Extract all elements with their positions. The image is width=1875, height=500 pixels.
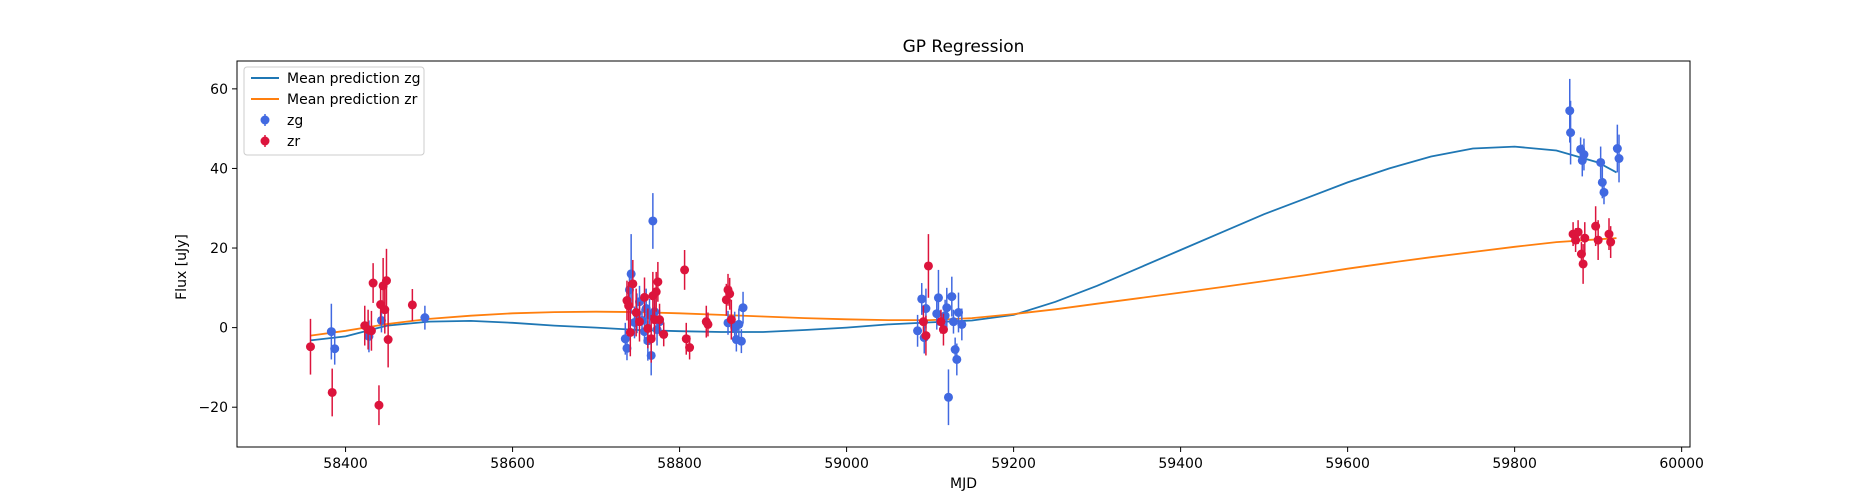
x-tick-label: 60000 (1659, 456, 1704, 472)
zg-data-point (326, 327, 336, 337)
zg-data-point (1596, 157, 1606, 167)
zr-data-point (327, 387, 337, 397)
zr-data-point (383, 335, 393, 345)
zr-data-point (1578, 259, 1588, 269)
zr-data-point (1593, 235, 1603, 245)
plot-frame (236, 60, 1691, 448)
legend-box (243, 66, 425, 156)
zr-data-point (680, 265, 690, 275)
zg-data-point (948, 317, 958, 327)
chart-title: GP Regression (903, 37, 1025, 57)
legend: Mean prediction zg Mean prediction zr zg… (243, 66, 425, 156)
zr-data-point (1573, 227, 1583, 237)
zr-data-point (624, 301, 634, 311)
zg-data-point (1597, 177, 1607, 187)
mean-prediction-zg-line (310, 145, 1617, 342)
zr-data-point (703, 319, 713, 329)
plot-lines (310, 145, 1617, 342)
zg-data-point (917, 294, 927, 304)
zg-data-point (957, 319, 967, 329)
zr-data-point (659, 329, 669, 339)
legend-label-mean-zg: Mean prediction zg (287, 71, 421, 87)
zr-data-point (643, 323, 653, 333)
zr-data-point (305, 342, 315, 352)
zr-data-point (625, 327, 635, 337)
zr-data-point (1580, 233, 1590, 243)
x-ticks: 58400 58600 58800 59000 59200 59400 59600 59800… (323, 447, 1704, 472)
zr-data-point (381, 276, 391, 286)
zg-data-point (932, 309, 942, 319)
zr-data-point (685, 343, 695, 353)
legend-label-zg: zg (287, 113, 303, 129)
zg-data-point (648, 216, 658, 226)
zr-data-point (366, 326, 376, 336)
y-tick-label: 40 (210, 161, 228, 177)
y-tick-label: 0 (219, 321, 228, 337)
zr-data-point (640, 292, 650, 302)
plot-points (305, 78, 1624, 426)
zr-data-point (651, 287, 661, 297)
x-tick-label: 59600 (1325, 456, 1370, 472)
zr-data-point (368, 278, 378, 288)
zr-data-point (631, 307, 641, 317)
zg-data-point (420, 313, 430, 323)
y-ticks: −20 0 20 40 60 (198, 82, 237, 416)
zr-data-point (921, 331, 931, 341)
y-tick-label: −20 (198, 400, 228, 416)
zr-data-point (407, 300, 417, 310)
zg-data-point (952, 354, 962, 364)
zr-data-point (374, 400, 384, 410)
zr-data-point (923, 261, 933, 271)
zg-data-point (330, 344, 340, 354)
zr-data-point (628, 279, 638, 289)
zg-data-point (933, 293, 943, 303)
zg-data-point (913, 326, 923, 336)
zg-data-point (1565, 106, 1575, 116)
legend-label-zr: zr (287, 134, 300, 150)
zg-data-point (622, 343, 632, 353)
x-tick-label: 59400 (1158, 456, 1203, 472)
zg-data-point (1612, 144, 1622, 154)
zr-data-point (655, 315, 665, 325)
zr-data-point (938, 325, 948, 335)
mean-prediction-zr-line (310, 237, 1617, 337)
x-tick-label: 59200 (991, 456, 1036, 472)
zg-data-point (950, 345, 960, 355)
zg-data-point (947, 292, 957, 302)
legend-marker-zr (260, 136, 270, 146)
x-tick-label: 58400 (323, 456, 368, 472)
legend-marker-zg (260, 115, 270, 125)
y-axis-label: Flux [uJy] (174, 234, 190, 300)
legend-label-mean-zr: Mean prediction zr (287, 92, 418, 108)
zr-data-point (726, 315, 736, 325)
zg-data-point (943, 392, 953, 402)
zr-data-point (1604, 229, 1614, 239)
zg-data-point (736, 336, 746, 346)
zg-data-point (942, 303, 952, 313)
zr-data-point (634, 317, 644, 327)
zg-data-point (1614, 153, 1624, 163)
zr-data-point (725, 289, 735, 299)
zg-data-point (626, 269, 636, 279)
x-tick-label: 58800 (657, 456, 702, 472)
zg-data-point (1599, 187, 1609, 197)
y-tick-label: 60 (210, 82, 228, 98)
zr-data-point (653, 277, 663, 287)
zg-data-point (953, 307, 963, 317)
zg-data-point (738, 303, 748, 313)
x-tick-label: 59800 (1492, 456, 1537, 472)
x-axis-label: MJD (950, 476, 977, 492)
zr-data-point (681, 334, 691, 344)
y-tick-label: 20 (210, 241, 228, 257)
zg-data-point (1579, 150, 1589, 160)
zr-data-point (646, 334, 656, 344)
zg-data-point (376, 315, 386, 325)
x-tick-label: 59000 (824, 456, 869, 472)
zg-data-point (734, 319, 744, 329)
x-tick-label: 58600 (490, 456, 535, 472)
zr-data-point (1606, 237, 1616, 247)
zg-data-point (1566, 128, 1576, 138)
